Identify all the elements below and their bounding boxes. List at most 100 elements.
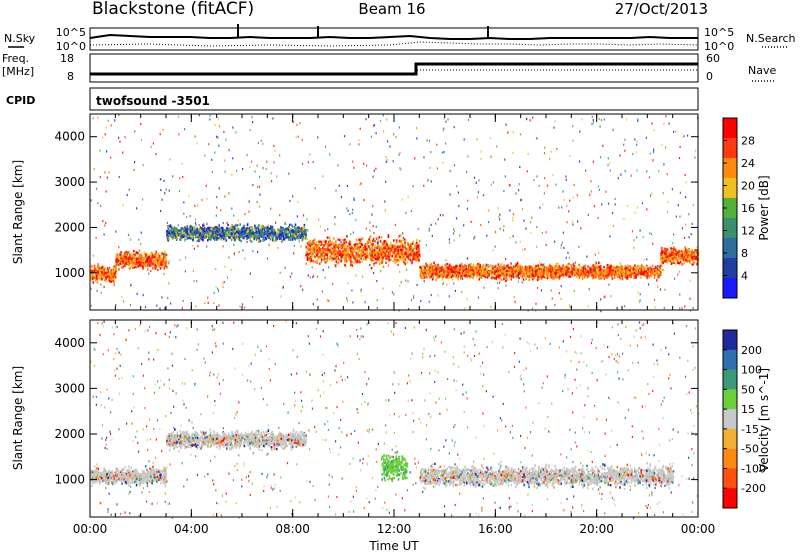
echo-cell <box>299 230 301 232</box>
echo-cell <box>99 276 101 278</box>
echo-cell <box>254 225 256 227</box>
echo-cell <box>328 244 330 246</box>
echo-cell <box>406 256 408 258</box>
echo-cell <box>174 236 176 238</box>
echo-cell <box>206 229 208 231</box>
echo-cell <box>416 239 418 241</box>
echo-cell <box>385 255 387 257</box>
echo-cell <box>385 258 387 260</box>
echo-cell <box>278 229 280 231</box>
echo-cell <box>416 259 418 261</box>
echo-cell <box>239 223 241 225</box>
echo-cell <box>166 266 168 268</box>
echo-cell <box>284 232 286 234</box>
echo-cell <box>261 235 263 237</box>
echo-cell <box>367 241 369 243</box>
echo-cell <box>373 252 375 254</box>
echo-cell <box>385 262 387 264</box>
echo-cell <box>120 263 122 265</box>
echo-cell <box>609 267 611 269</box>
echo-cell <box>302 226 304 228</box>
echo-cell <box>315 248 317 250</box>
echo-cell <box>373 264 375 266</box>
echo-cell <box>345 240 347 242</box>
echo-cell <box>463 267 465 269</box>
echo-cell <box>285 228 287 230</box>
echo-cell <box>330 257 332 259</box>
echo-cell <box>446 276 448 278</box>
echo-cell <box>270 232 272 234</box>
echo-cell <box>159 265 161 267</box>
echo-cell <box>101 278 103 280</box>
echo-cell <box>265 238 267 240</box>
echo-cell <box>169 231 171 233</box>
echo-cell <box>309 248 311 250</box>
echo-cell <box>177 237 179 239</box>
echo-cell <box>642 271 644 273</box>
echo-cell <box>395 246 397 248</box>
echo-cell <box>357 260 359 262</box>
echo-cell <box>93 273 95 275</box>
echo-cell <box>562 264 564 266</box>
echo-cell <box>405 263 407 265</box>
echo-cell <box>166 230 168 232</box>
echo-cell <box>637 271 639 273</box>
echo-cell <box>378 253 380 255</box>
echo-cell <box>319 248 321 250</box>
echo-cell <box>285 231 287 233</box>
echo-cell <box>371 267 373 269</box>
echo-cell <box>110 275 112 277</box>
echo-cell <box>418 259 420 261</box>
echo-cell <box>340 260 342 262</box>
echo-cell <box>307 253 309 255</box>
echo-cell <box>336 260 338 262</box>
echo-cell <box>565 270 567 272</box>
echo-cell <box>273 229 275 231</box>
echo-cell <box>335 253 337 255</box>
echo-cell <box>559 272 561 274</box>
echo-cell <box>557 266 559 268</box>
echo-cell <box>498 263 500 265</box>
echo-cell <box>366 251 368 253</box>
echo-cell <box>218 224 220 226</box>
echo-cell <box>543 269 545 271</box>
echo-cell <box>529 276 531 278</box>
echo-cell <box>244 228 246 230</box>
echo-cell <box>223 233 225 235</box>
echo-cell <box>389 252 391 254</box>
echo-cell <box>216 238 218 240</box>
echo-cell <box>583 267 585 269</box>
echo-cell <box>629 269 631 271</box>
echo-cell <box>634 277 636 279</box>
echo-cell <box>399 260 401 262</box>
echo-cell <box>307 242 309 244</box>
echo-cell <box>496 276 498 278</box>
echo-cell <box>172 235 174 237</box>
echo-cell <box>525 278 527 280</box>
echo-cell <box>249 239 251 241</box>
echo-cell <box>346 235 348 237</box>
echo-cell <box>495 266 497 268</box>
echo-cell <box>350 264 352 266</box>
echo-cell <box>311 247 313 249</box>
echo-cell <box>383 257 385 259</box>
echo-cell <box>313 242 315 244</box>
echo-cell <box>353 250 355 252</box>
echo-cell <box>324 250 326 252</box>
echo-cell <box>174 233 176 235</box>
echo-cell <box>374 244 376 246</box>
echo-cell <box>136 261 138 263</box>
echo-cell <box>142 258 144 260</box>
echo-cell <box>652 269 654 271</box>
echo-cell <box>319 263 321 265</box>
echo-cell <box>544 276 546 278</box>
echo-cell <box>226 239 228 241</box>
echo-cell <box>539 277 541 279</box>
echo-cell <box>271 237 273 239</box>
echo-cell <box>652 265 654 267</box>
echo-cell <box>144 260 146 262</box>
echo-cell <box>360 246 362 248</box>
echo-cell <box>611 271 613 273</box>
echo-cell <box>99 272 101 274</box>
echo-cell <box>197 231 199 233</box>
